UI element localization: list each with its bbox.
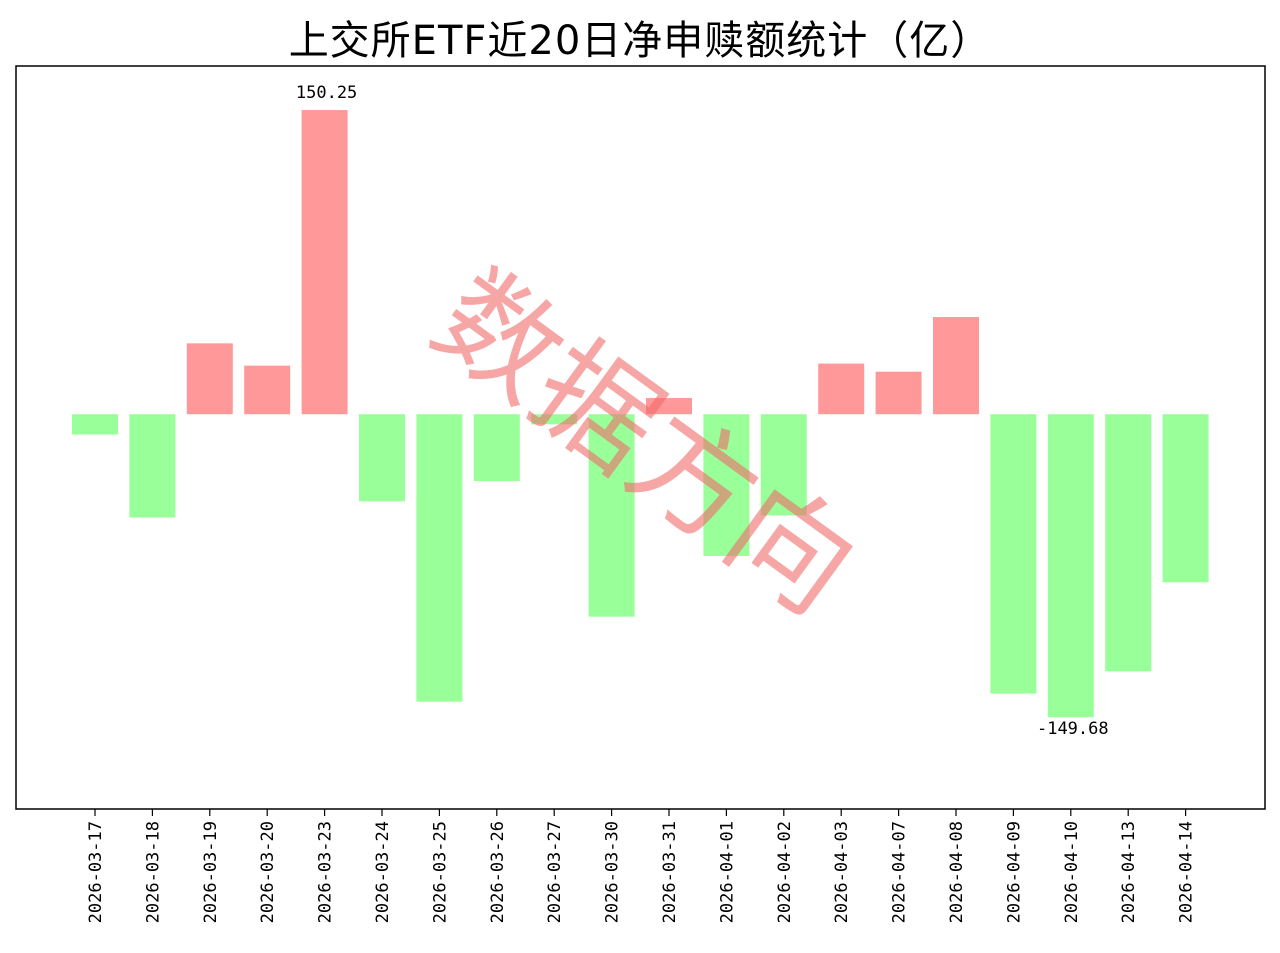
data-label-2026-04-10: -149.68 — [1037, 719, 1109, 739]
bar-2026-03-23 — [301, 110, 348, 415]
bar-2026-03-30 — [588, 414, 635, 617]
bar-2026-03-17 — [72, 414, 118, 435]
x-tick-label: 2026-03-20 — [258, 821, 278, 923]
bar-2026-03-25 — [416, 414, 463, 702]
bar-2026-04-07 — [875, 371, 922, 415]
bar-2026-03-18 — [129, 414, 176, 518]
x-tick-label: 2026-03-19 — [201, 821, 221, 923]
data-labels: 150.25 -149.68 — [296, 83, 1109, 739]
chart-title: 上交所ETF近20日净申赎额统计（亿） — [288, 18, 992, 64]
x-tick-label: 2026-04-10 — [1062, 821, 1082, 923]
x-tick-label: 2026-03-27 — [545, 821, 565, 923]
bar-2026-03-26 — [473, 414, 520, 482]
x-tick-label: 2026-03-30 — [603, 821, 623, 923]
bar-2026-03-19 — [186, 343, 233, 415]
x-tick-label: 2026-04-02 — [775, 821, 795, 923]
data-label-2026-03-23: 150.25 — [296, 83, 357, 103]
bar-2026-03-31 — [646, 398, 692, 415]
x-tick-label: 2026-04-14 — [1177, 821, 1197, 923]
bar-2026-04-09 — [990, 414, 1037, 694]
bar-2026-03-24 — [359, 414, 405, 502]
bar-series — [72, 110, 1209, 718]
x-tick-label: 2026-03-17 — [86, 821, 106, 923]
x-tick-label: 2026-04-07 — [890, 821, 910, 923]
bar-2026-03-20 — [244, 365, 291, 415]
bar-2026-04-02 — [760, 414, 807, 516]
bar-2026-04-01 — [703, 414, 750, 556]
x-tick-label: 2026-03-24 — [373, 821, 393, 923]
x-tick-label: 2026-04-08 — [947, 821, 967, 923]
x-tick-label: 2026-04-03 — [832, 821, 852, 923]
bar-2026-04-13 — [1105, 414, 1152, 672]
x-tick-label: 2026-03-18 — [143, 821, 163, 923]
x-tick-label: 2026-03-23 — [316, 821, 336, 923]
x-tick-label: 2026-04-01 — [717, 821, 737, 923]
bar-2026-04-10 — [1047, 414, 1094, 718]
x-axis-ticks: 2026-03-17 2026-03-18 2026-03-19 2026-03-20… — [86, 809, 1197, 923]
bar-2026-04-08 — [933, 317, 979, 415]
x-tick-label: 2026-03-26 — [488, 821, 508, 923]
bar-2026-03-27 — [531, 414, 578, 425]
x-tick-label: 2026-04-09 — [1004, 821, 1024, 923]
x-tick-label: 2026-03-31 — [660, 821, 680, 923]
x-tick-label: 2026-04-13 — [1119, 821, 1139, 923]
bar-2026-04-14 — [1162, 414, 1209, 583]
plot-frame — [15, 65, 1266, 810]
x-tick-label: 2026-03-25 — [430, 821, 450, 923]
bar-2026-04-03 — [818, 363, 865, 415]
